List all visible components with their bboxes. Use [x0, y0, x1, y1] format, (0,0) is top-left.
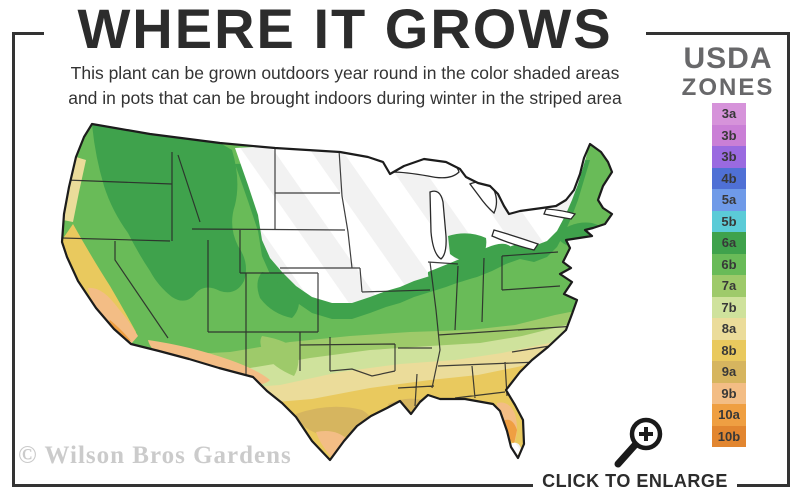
- lake-erie: [491, 229, 540, 251]
- page-title: WHERE IT GROWS: [77, 0, 613, 60]
- click-to-enlarge[interactable]: CLICK TO ENLARGE: [533, 466, 737, 496]
- us-outline: [60, 122, 614, 462]
- state-borders: [62, 142, 576, 407]
- us-zone-map[interactable]: [40, 110, 640, 470]
- zone-swatch-10a: 10a: [712, 404, 746, 426]
- zone-region-10a-socal-coast: [108, 320, 131, 341]
- zone-region-6a-michigan: [448, 233, 487, 262]
- zone-swatch-9b: 9b: [712, 382, 746, 404]
- zone-swatch-label: 8a: [721, 321, 737, 337]
- zone-region-6a-ohio-valley: [427, 243, 511, 287]
- zone-swatch-label: 5b: [721, 213, 737, 229]
- zone-swatch-label: 6b: [721, 256, 737, 272]
- legend-title-usda: USDA: [683, 42, 773, 75]
- zone-swatch-label: 5a: [721, 192, 737, 208]
- zone-region-8a-oregon-coast: [63, 157, 86, 222]
- zone-swatch-8b: 8b: [712, 339, 746, 361]
- subtitle-line-2: and in pots that can be brought indoors …: [68, 87, 622, 108]
- lake-michigan: [429, 190, 447, 260]
- subtitle: This plant can be grown outdoors year ro…: [44, 61, 646, 111]
- zone-swatch-8a: 8a: [712, 318, 746, 340]
- click-to-enlarge-label[interactable]: CLICK TO ENLARGE: [542, 471, 728, 491]
- zone-swatch-5a: 5a: [712, 189, 746, 211]
- zone-swatch-label: 7b: [721, 299, 737, 315]
- zone-swatch-5b: 5b: [712, 210, 746, 232]
- legend-title: USDA ZONES: [678, 44, 778, 102]
- lake-ontario: [543, 208, 577, 220]
- zone-swatch-10b: 10b: [712, 425, 746, 447]
- zone-swatch-label: 4b: [721, 170, 737, 186]
- header: WHERE IT GROWS This plant can be grown o…: [44, 0, 646, 117]
- legend-title-zones: ZONES: [681, 74, 775, 101]
- zone-swatch-label: 8b: [721, 342, 737, 358]
- watermark: © Wilson Bros Gardens: [18, 442, 292, 469]
- zone-swatch-3a: 3a: [712, 103, 746, 125]
- zone-swatch-4b: 4b: [712, 167, 746, 189]
- zone-swatch-9a: 9a: [712, 361, 746, 383]
- zoom-in-icon[interactable]: [608, 408, 668, 472]
- zone-swatch-7a: 7a: [712, 275, 746, 297]
- zone-swatch-label: 9b: [721, 385, 737, 401]
- zone-swatch-6b: 6b: [712, 253, 746, 275]
- zone-swatch-3b: 3b: [712, 124, 746, 146]
- subtitle-line-1: This plant can be grown outdoors year ro…: [70, 63, 620, 84]
- zone-swatch-label: 7a: [721, 278, 737, 294]
- zone-swatch-label: 3b: [721, 149, 737, 165]
- unshaded-florida-tip: [510, 442, 521, 459]
- zone-region-9b-socal: [88, 287, 138, 344]
- zone-region-10a-florida: [504, 419, 517, 444]
- zone-swatch-3b-2: 3b: [712, 146, 746, 168]
- zone-swatch-label: 3b: [721, 127, 737, 143]
- zone-swatch-6a: 6a: [712, 232, 746, 254]
- zone-legend: 3a 3b 3b 4b 5a 5b 6a 6b 7a 7b 8a 8b 9a 9…: [712, 103, 746, 447]
- zone-swatch-label: 10b: [717, 428, 741, 444]
- zone-swatch-7b: 7b: [712, 296, 746, 318]
- zone-region-7a-new-mexico: [260, 336, 299, 376]
- zone-swatch-label: 10a: [718, 407, 740, 423]
- zone-region-9b-texas-tip: [316, 431, 348, 458]
- zone-swatch-label: 3a: [721, 106, 737, 122]
- zone-swatch-label: 6a: [721, 235, 737, 251]
- zone-swatch-label: 9a: [721, 364, 737, 380]
